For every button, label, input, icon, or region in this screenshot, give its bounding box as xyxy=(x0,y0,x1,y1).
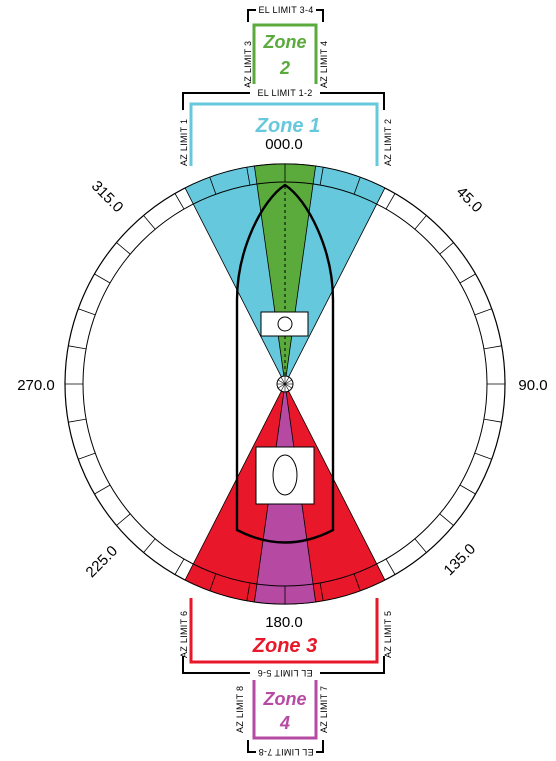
az-limit-4-label: AZ LIMIT 4 xyxy=(319,41,329,88)
ring-tick xyxy=(319,167,324,186)
ring-tick xyxy=(94,273,111,284)
ring-tick xyxy=(174,558,185,575)
el-limit-1-2-label-bg xyxy=(250,87,320,99)
antenna-center-spokes xyxy=(277,376,293,392)
zone-2-number: 2 xyxy=(279,58,290,78)
bearing-090-label: 90.0 xyxy=(518,377,547,394)
bearing-180-label: 180.0 xyxy=(265,614,303,631)
ring-tick xyxy=(483,345,502,350)
ring-tick xyxy=(385,558,396,575)
ring-tick xyxy=(246,167,251,186)
ring-tick xyxy=(94,484,111,495)
ring-tick xyxy=(474,452,492,460)
az-limit-5-label: AZ LIMIT 5 xyxy=(383,611,393,658)
el-limit-5-6-label-bg xyxy=(250,667,320,679)
zone-1-group: EL LIMIT 1-2 AZ LIMIT 1 AZ LIMIT 2 Zone … xyxy=(179,87,393,166)
ring-tick xyxy=(68,418,87,423)
ring-tick xyxy=(68,345,87,350)
ring-tick xyxy=(353,177,361,195)
el-limit-3-4-label: EL LIMIT 3-4 xyxy=(258,5,313,15)
ring-tick xyxy=(439,513,454,526)
ring-tick xyxy=(459,273,476,284)
aft-mast xyxy=(272,454,298,496)
zone-3-group: AZ LIMIT 6 AZ LIMIT 5 Zone 3 EL LIMIT 5-… xyxy=(179,598,393,679)
ring-tick xyxy=(474,308,492,316)
el-limit-5-6-label: EL LIMIT 5-6 xyxy=(257,668,312,678)
ring-tick xyxy=(116,513,131,526)
zone-1-bracket xyxy=(189,102,379,166)
ring-tick xyxy=(483,418,502,423)
ring-tick xyxy=(143,215,156,230)
ring-tick xyxy=(414,538,427,553)
hub-spoke xyxy=(277,383,286,389)
ring-tick xyxy=(385,193,396,210)
ring-tick xyxy=(78,452,96,460)
ring-tick xyxy=(209,177,217,195)
ring-ticks xyxy=(65,164,505,604)
az-limit-8-label: AZ LIMIT 8 xyxy=(235,686,245,733)
hub-spoke xyxy=(284,383,290,392)
zone-4-group: AZ LIMIT 8 AZ LIMIT 7 Zone 4 EL LIMIT 7-… xyxy=(235,680,329,758)
az-limit-1-label: AZ LIMIT 1 xyxy=(179,119,189,166)
az-limit-3-label: AZ LIMIT 3 xyxy=(243,41,253,88)
az-limit-7-label: AZ LIMIT 7 xyxy=(319,686,329,733)
zone-1-title: Zone 1 xyxy=(255,115,320,137)
zone-4-title: Zone xyxy=(263,689,307,709)
zone-4-bracket xyxy=(252,680,318,740)
ring-tick xyxy=(353,573,361,591)
el-limit-7-8-label-bg xyxy=(256,746,316,758)
ring-tick xyxy=(209,573,217,591)
bearing-000-label: 000.0 xyxy=(265,136,303,153)
ring-tick xyxy=(414,215,427,230)
el-limit-1-2-label: EL LIMIT 1-2 xyxy=(257,88,312,98)
zone-3-title: Zone 3 xyxy=(252,635,317,657)
zone-4-number: 4 xyxy=(279,713,290,733)
bearing-135-label: 135.0 xyxy=(441,541,480,580)
el-limit-7-8-label: EL LIMIT 7-8 xyxy=(258,747,313,757)
ring-tick xyxy=(246,582,251,601)
hub-spoke xyxy=(280,376,286,385)
ring-tick xyxy=(116,242,131,255)
bearing-270-label: 270.0 xyxy=(17,377,55,394)
ring-tick xyxy=(174,193,185,210)
ring-tick xyxy=(459,484,476,495)
bearing-045-label: 45.0 xyxy=(453,183,486,216)
ring-tick xyxy=(439,242,454,255)
ring-tick xyxy=(319,582,324,601)
az-limit-2-label: AZ LIMIT 2 xyxy=(383,119,393,166)
zone-2-bracket xyxy=(252,23,318,84)
zone-2-group: EL LIMIT 3-4 AZ LIMIT 3 AZ LIMIT 4 Zone … xyxy=(243,4,329,88)
bearing-225-label: 225.0 xyxy=(83,543,122,582)
ring-tick xyxy=(143,538,156,553)
ship-outline xyxy=(235,183,335,544)
zone-2-title: Zone xyxy=(263,32,307,52)
hub-spoke xyxy=(280,383,286,392)
hub-spoke xyxy=(284,383,293,389)
ship-hull xyxy=(235,183,335,544)
zone-3-bracket xyxy=(189,598,379,664)
hub-spoke xyxy=(284,379,293,385)
hub-spoke xyxy=(284,376,290,385)
forward-mast xyxy=(277,316,293,332)
bearing-315-label: 315.0 xyxy=(88,178,127,217)
hub-spoke xyxy=(277,379,286,385)
el-limit-3-4-label-bg xyxy=(256,4,316,16)
az-limit-6-label: AZ LIMIT 6 xyxy=(179,611,189,658)
ring-tick xyxy=(78,308,96,316)
